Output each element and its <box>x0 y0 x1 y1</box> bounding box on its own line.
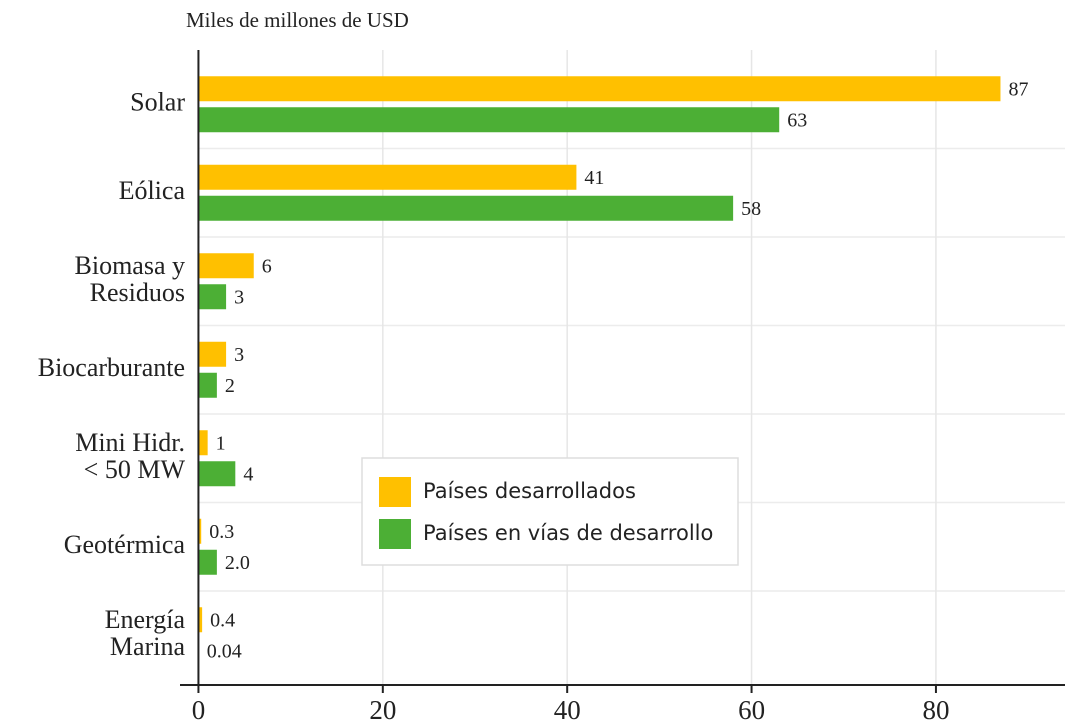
y-tick-label: Solar <box>130 87 185 116</box>
legend-swatch <box>379 477 411 507</box>
y-tick-label-line: Marina <box>110 632 186 661</box>
y-tick-label-line: Residuos <box>90 278 185 307</box>
x-tick-label: 20 <box>369 695 396 724</box>
bar <box>198 372 217 398</box>
bar <box>198 549 217 575</box>
y-tick-label-line: Eólica <box>119 176 186 205</box>
value-label: 6 <box>262 255 272 277</box>
bar <box>198 253 254 279</box>
y-tick-label-line: Mini Hidr. <box>75 428 185 457</box>
y-tick-label: Biocarburante <box>38 353 185 382</box>
x-tick-label: 40 <box>554 695 581 724</box>
y-tick-label: Energía Marina <box>105 605 186 661</box>
bar <box>198 284 227 310</box>
value-label: 0.3 <box>209 521 234 543</box>
y-tick-label: Biomasa y Residuos <box>75 251 186 307</box>
legend-label: Países en vías de desarrollo <box>423 521 713 545</box>
bar <box>198 430 208 456</box>
y-tick-label-line: Solar <box>130 87 185 116</box>
value-label: 0.04 <box>207 640 242 662</box>
bar <box>198 195 734 221</box>
bar <box>198 76 1001 102</box>
value-label: 58 <box>741 198 761 220</box>
y-tick-label-line: Energía <box>105 605 186 634</box>
y-tick-label-line: < 50 MW <box>84 455 186 484</box>
chart-subtitle: Miles de millones de USD <box>186 8 409 32</box>
bar <box>198 607 203 633</box>
value-label: 2.0 <box>225 552 250 574</box>
legend-swatch <box>379 519 411 549</box>
x-tick-label: 60 <box>738 695 765 724</box>
value-label: 0.4 <box>210 609 235 631</box>
value-label: 41 <box>584 167 604 189</box>
y-tick-label: Geotérmica <box>64 530 186 559</box>
y-tick-label: Mini Hidr. < 50 MW <box>75 428 185 484</box>
bar <box>198 461 236 487</box>
value-label: 4 <box>243 463 253 485</box>
x-tick-label: 80 <box>922 695 949 724</box>
x-tick-label: 0 <box>192 695 206 724</box>
bar <box>198 164 577 190</box>
bar <box>198 341 227 367</box>
value-label: 63 <box>787 109 807 131</box>
y-tick-label-line: Biomasa y <box>75 251 186 280</box>
value-label: 87 <box>1008 78 1028 100</box>
y-tick-label-line: Geotérmica <box>64 530 186 559</box>
legend-label: Países desarrollados <box>423 479 636 503</box>
legend-box <box>361 457 739 566</box>
bar <box>198 518 202 544</box>
value-label: 3 <box>234 286 244 308</box>
bar <box>198 107 780 133</box>
value-label: 2 <box>225 375 235 397</box>
y-tick-label: Eólica <box>119 176 186 205</box>
y-tick-label-line: Biocarburante <box>38 353 185 382</box>
value-label: 1 <box>216 432 226 454</box>
value-label: 3 <box>234 344 244 366</box>
